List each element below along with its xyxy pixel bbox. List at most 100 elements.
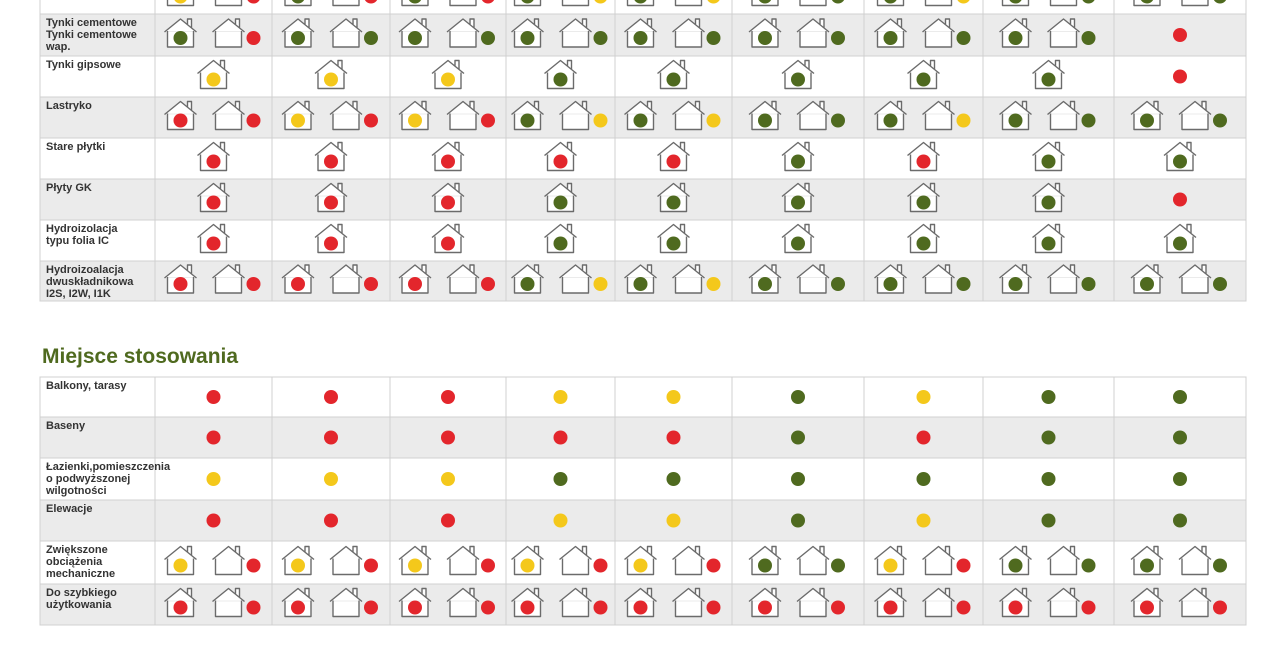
rating-dot bbox=[957, 0, 970, 4]
house-icon bbox=[922, 18, 955, 48]
rating-dot bbox=[441, 472, 455, 486]
rating-dot bbox=[408, 600, 422, 615]
house-icon bbox=[446, 545, 480, 576]
house-icon bbox=[329, 100, 363, 131]
rating-dot bbox=[916, 236, 931, 251]
rating-dot bbox=[553, 513, 568, 528]
rating-dot bbox=[1140, 277, 1154, 291]
house-icon bbox=[332, 0, 360, 7]
rating-dot bbox=[831, 0, 845, 4]
rating-dot bbox=[553, 390, 568, 404]
rating-dot bbox=[758, 113, 772, 128]
rating-dot bbox=[1173, 430, 1187, 445]
rating-dot bbox=[173, 600, 188, 615]
house-icon bbox=[672, 18, 705, 48]
rating-dot bbox=[206, 390, 221, 404]
rating-dot bbox=[593, 113, 608, 128]
rating-dot bbox=[916, 472, 931, 486]
row-bg bbox=[39, 416, 1247, 459]
rating-dot bbox=[916, 390, 931, 404]
rating-dot bbox=[173, 277, 188, 291]
rating-dot bbox=[1140, 113, 1154, 128]
rating-dot bbox=[553, 72, 568, 87]
rating-dot bbox=[206, 154, 221, 169]
rating-dot bbox=[324, 513, 338, 528]
rating-dot bbox=[831, 113, 845, 128]
rating-dot bbox=[666, 472, 681, 486]
row-label-line: wap. bbox=[45, 41, 70, 53]
rating-dot bbox=[1173, 69, 1187, 84]
house-icon bbox=[1047, 100, 1080, 131]
rating-dot bbox=[758, 0, 772, 4]
house-icon bbox=[446, 100, 480, 131]
rating-dot bbox=[1173, 513, 1187, 528]
rating-dot bbox=[594, 0, 607, 4]
rating-dot bbox=[791, 390, 805, 404]
rating-dot bbox=[1041, 390, 1056, 404]
rating-dot bbox=[324, 390, 338, 404]
rating-dot bbox=[1213, 558, 1227, 573]
rating-dot bbox=[883, 558, 898, 573]
rating-dot bbox=[1008, 558, 1023, 573]
rating-dot bbox=[246, 113, 261, 128]
rating-dot bbox=[291, 0, 305, 4]
rating-dot bbox=[633, 558, 648, 573]
rating-dot bbox=[364, 0, 378, 4]
row-label: Do szybkiego użytkowania bbox=[46, 587, 117, 611]
row-label: Lastryko bbox=[46, 100, 92, 112]
rating-dot bbox=[1008, 600, 1023, 615]
rating-dot bbox=[1213, 113, 1227, 128]
rating-dot bbox=[1213, 277, 1227, 291]
rating-dot bbox=[791, 472, 805, 486]
rating-dot bbox=[173, 31, 188, 45]
rating-dot bbox=[364, 113, 378, 128]
row-label-line: Lastryko bbox=[46, 100, 92, 112]
house-icon bbox=[672, 264, 705, 294]
rating-dot bbox=[706, 558, 721, 573]
row-label-line: wilgotności bbox=[45, 485, 107, 497]
rating-dot bbox=[291, 31, 305, 45]
house-icon bbox=[212, 100, 245, 131]
rating-dot bbox=[633, 600, 648, 615]
row-label: Hydroizolacja typu folia IC bbox=[46, 223, 118, 247]
rating-dot bbox=[1140, 0, 1154, 4]
rating-dot bbox=[758, 600, 772, 615]
rating-dot bbox=[247, 0, 260, 4]
house-icon bbox=[796, 587, 830, 618]
house-icon bbox=[561, 0, 590, 7]
rating-dot bbox=[1081, 31, 1096, 45]
row-label: Zwiększone obciążenia mechaniczne bbox=[46, 544, 115, 580]
rating-dot bbox=[916, 195, 931, 210]
rating-dot bbox=[441, 513, 455, 528]
rating-dot bbox=[1082, 0, 1095, 4]
rating-dot bbox=[441, 195, 455, 210]
rating-dot bbox=[706, 113, 721, 128]
rating-dot bbox=[441, 72, 455, 87]
row-label-line: Łazienki,pomieszczenia bbox=[46, 461, 171, 473]
row-label: Stare płytki bbox=[46, 141, 105, 153]
rating-dot bbox=[706, 277, 721, 291]
rating-dot bbox=[324, 195, 338, 210]
house-icon bbox=[796, 264, 830, 294]
rating-dot bbox=[666, 154, 681, 169]
rating-dot bbox=[633, 277, 648, 291]
rating-dot bbox=[1041, 430, 1056, 445]
rating-dot bbox=[956, 558, 971, 573]
rating-dot bbox=[593, 600, 608, 615]
rating-dot bbox=[916, 154, 931, 169]
rating-dot bbox=[441, 390, 455, 404]
rating-dot bbox=[324, 430, 338, 445]
house-icon bbox=[674, 0, 703, 7]
row-label-line: Do szybkiego bbox=[46, 587, 117, 599]
house-icon bbox=[449, 0, 477, 7]
rating-dot bbox=[666, 430, 681, 445]
rating-dot bbox=[324, 236, 338, 251]
rating-dot bbox=[408, 277, 422, 291]
house-icon bbox=[446, 587, 480, 618]
house-icon bbox=[1047, 587, 1080, 618]
rating-dot bbox=[481, 558, 495, 573]
row-bg bbox=[39, 457, 1247, 501]
rating-dot bbox=[206, 430, 221, 445]
rating-dot bbox=[246, 600, 261, 615]
